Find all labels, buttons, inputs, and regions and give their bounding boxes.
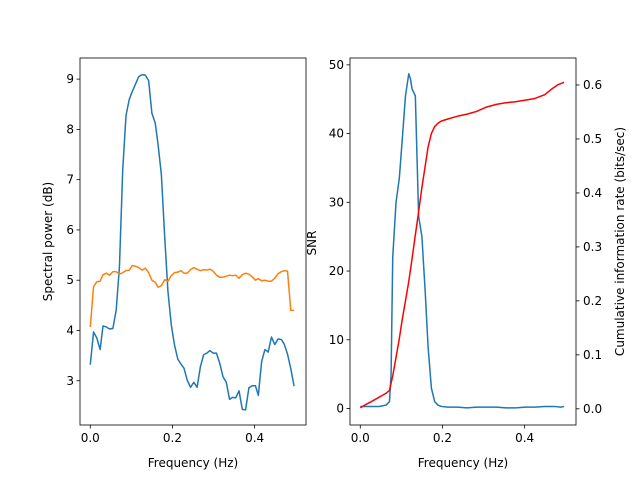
right-x-tick-label: 0.2 [433,431,452,445]
left-y-tick-label: 5 [66,273,74,287]
left-plot: 0.0 0.2 0.4 3 4 5 6 7 8 9 Frequency (Hz) Spectral p… [41,57,307,470]
right-y-tick-label: 40 [329,127,344,141]
left-series-line-2 [89,264,295,328]
right-y-tick-label: 0 [336,402,344,416]
right-y-tick-label: 30 [329,195,344,209]
left-x-tick-label: 0.0 [81,431,100,445]
right-x-axis-label: Frequency (Hz) [418,456,509,470]
right-y2-tick-label: 0.3 [583,240,602,254]
left-x-tick-label: 0.4 [245,431,264,445]
right-y2-tick-label: 0.4 [583,186,602,200]
right-y2-tick-label: 0.5 [583,132,602,146]
left-x-axis-label: Frequency (Hz) [148,456,239,470]
left-y-tick-label: 9 [66,72,74,86]
right-series-line-1 [360,73,565,409]
left-x-tick-label: 0.2 [163,431,182,445]
right-y-tick-label: 50 [329,58,344,72]
left-axes-frame [79,57,307,426]
right-y2-axis-label: Cumulative information rate (bits/sec) [613,127,627,356]
left-y-axis-label: Spectral power (dB) [41,182,55,301]
left-y-tick-label: 4 [66,323,74,337]
left-y-tick-label: 8 [66,122,74,136]
left-y-tick-label: 7 [66,173,74,187]
right-series-line-2 [359,81,565,409]
left-y-tick-label: 6 [66,223,74,237]
right-y2-tick-label: 0.0 [583,402,602,416]
right-y-axis-label: SNR [305,231,319,256]
left-series-line-1 [89,73,295,411]
right-y2-tick-label: 0.6 [583,78,602,92]
right-x-tick-label: 0.0 [351,431,370,445]
right-y-tick-label: 20 [329,264,344,278]
right-axes-frame [349,57,577,426]
right-y2-tick-label: 0.1 [583,348,602,362]
left-y-tick-label: 3 [66,374,74,388]
right-x-tick-label: 0.4 [515,431,534,445]
right-y2-tick-label: 0.2 [583,294,602,308]
right-y-tick-label: 10 [329,333,344,347]
right-plot: 0.0 0.2 0.4 0 10 20 30 40 50 0.0 0.1 0.2 0.3 0.4 0.5 0.… [305,57,627,470]
